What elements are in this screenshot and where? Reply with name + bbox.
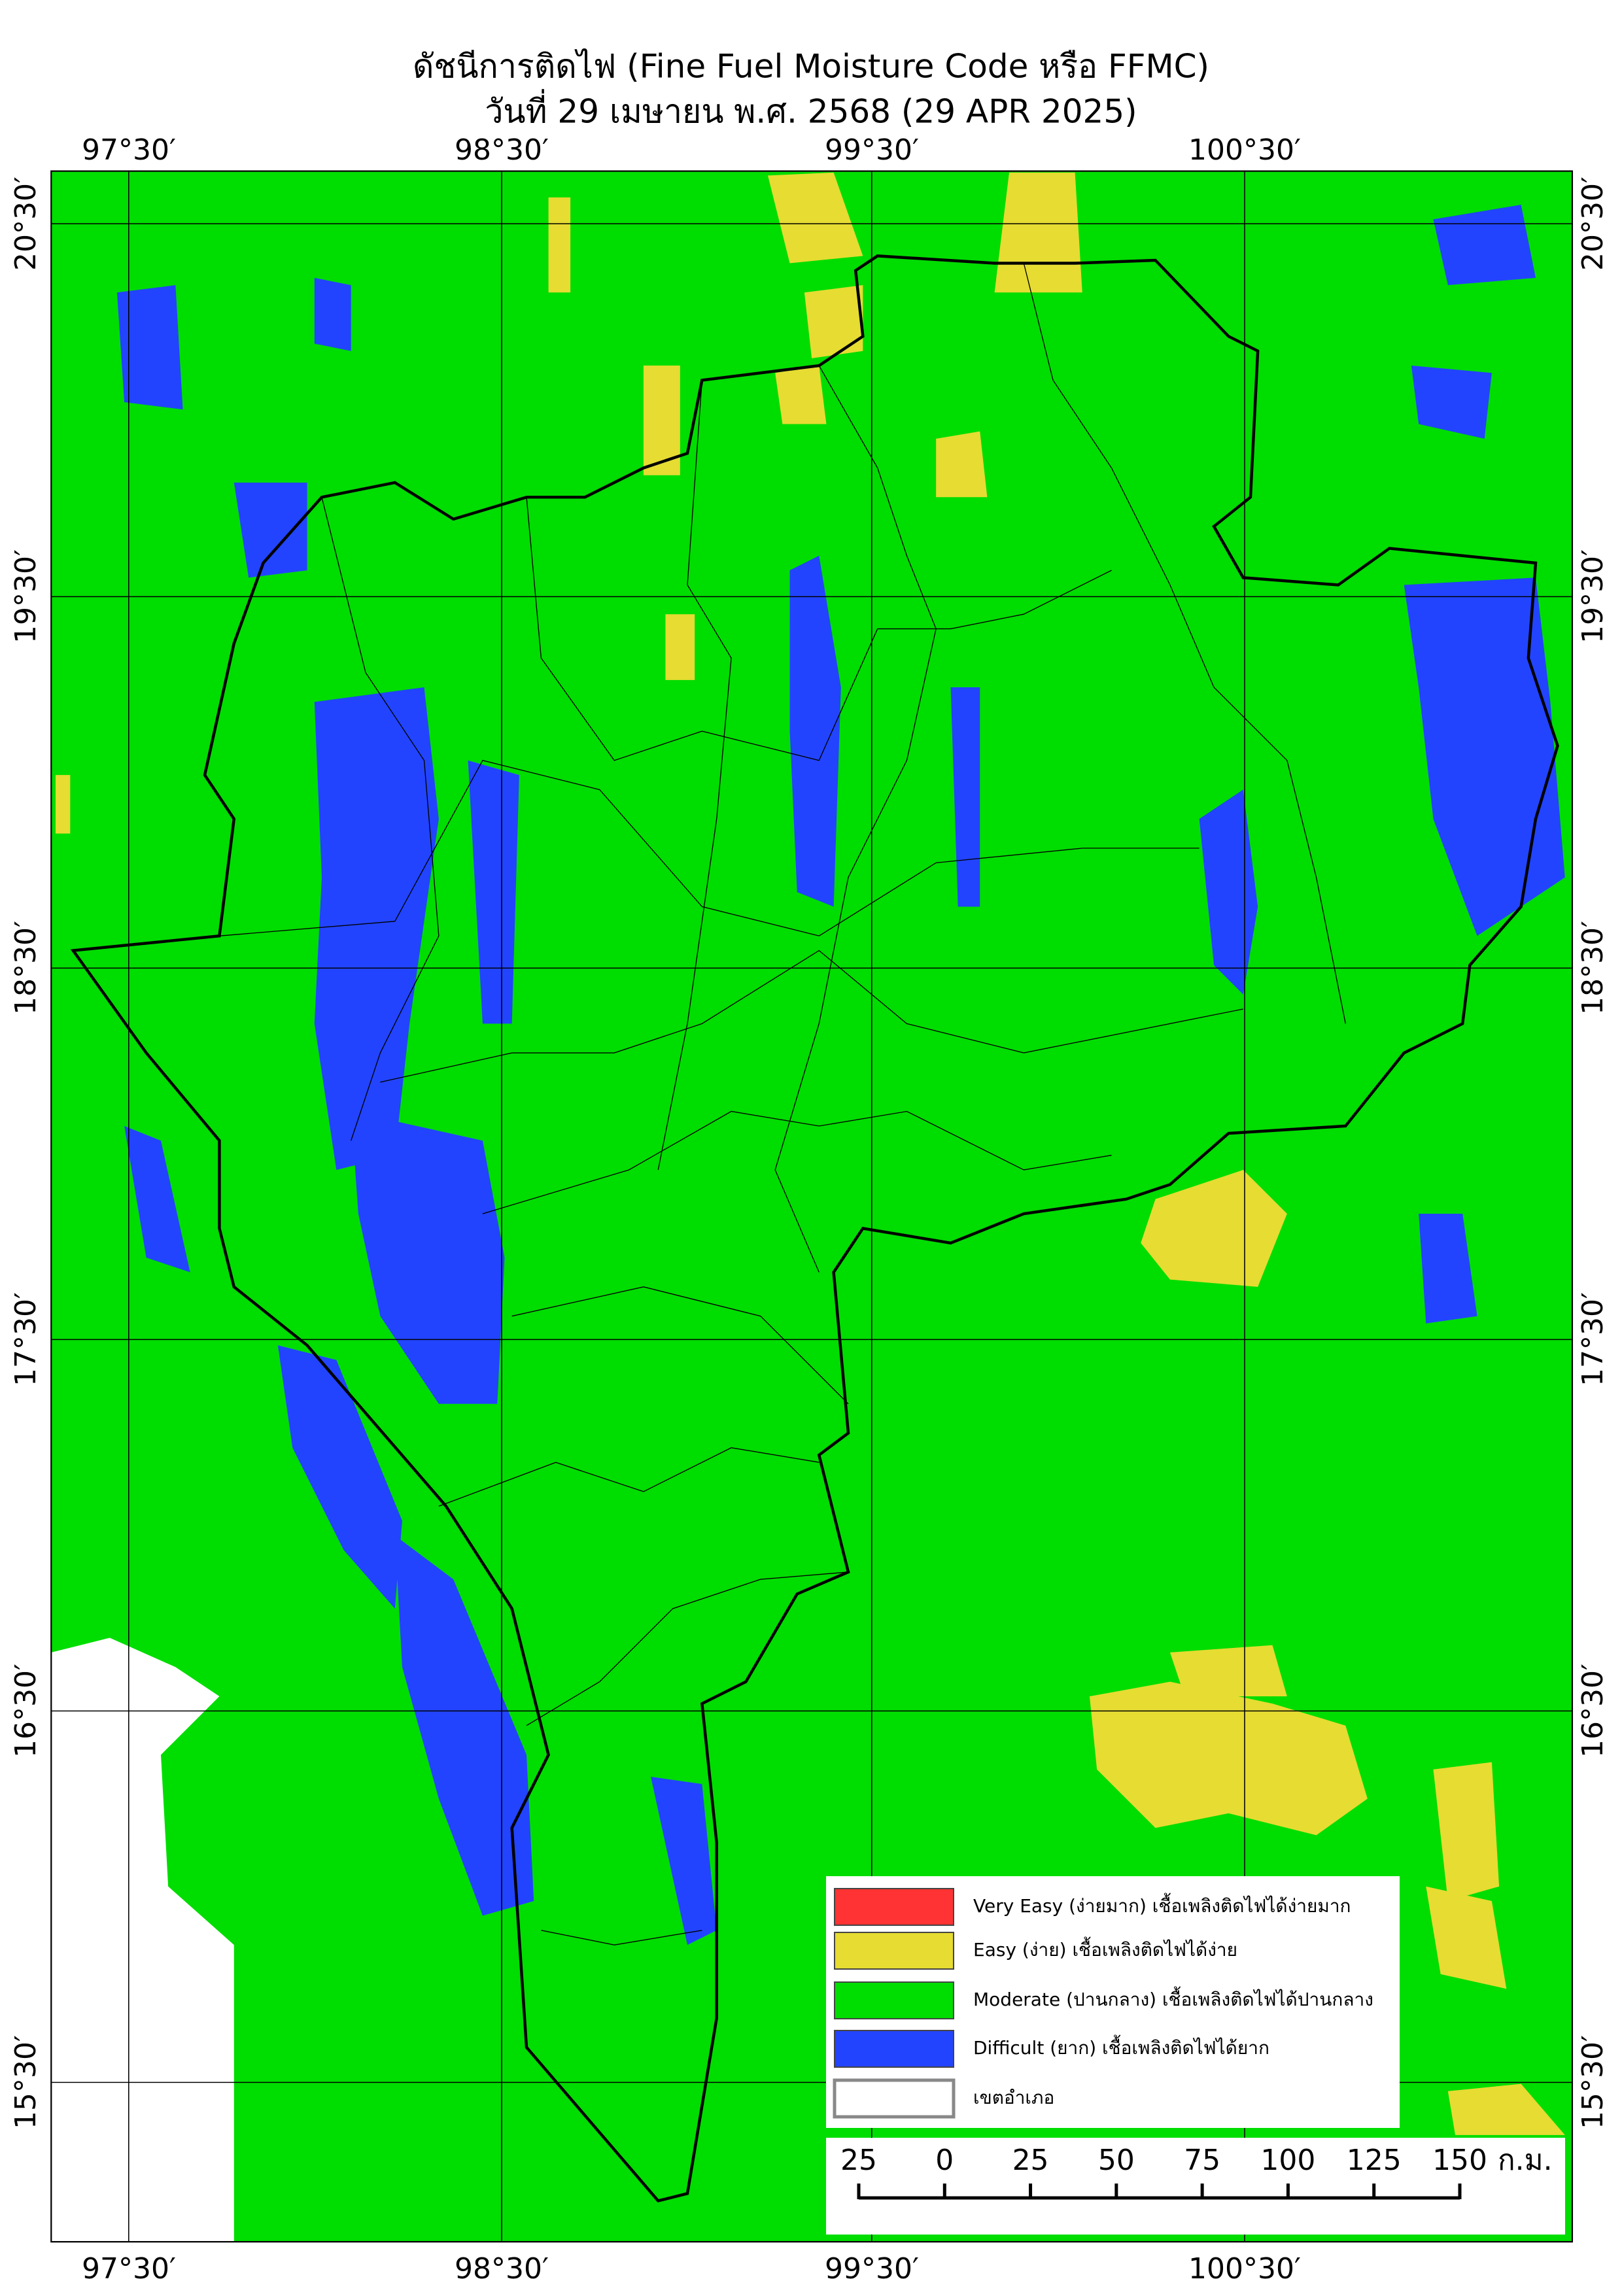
province-boundary — [70, 254, 1559, 2202]
map-frame — [50, 170, 1574, 2243]
legend-label: Very Easy (ง่ายมาก) เชื้อเพลิงติดไฟได้ง่… — [973, 1893, 1351, 1917]
lon-label-bottom: 97°30′ — [82, 2252, 176, 2286]
scale-box — [826, 2138, 1565, 2235]
lat-label-left: 18°30′ — [9, 921, 43, 1015]
lon-label-bottom: 100°30′ — [1188, 2252, 1301, 2286]
lat-label-left: 16°30′ — [9, 1664, 43, 1758]
lat-label-left: 15°30′ — [9, 2035, 43, 2129]
legend-swatch — [834, 1888, 954, 1926]
lon-label-bottom: 99°30′ — [825, 2252, 919, 2286]
legend-swatch — [834, 1932, 954, 1970]
district-boundaries — [219, 263, 1346, 1945]
legend-swatch — [833, 2078, 956, 2119]
legend-label: เขตอำเภอ — [973, 2087, 1054, 2108]
lat-label-left: 19°30′ — [9, 549, 43, 643]
lat-label-right: 15°30′ — [1576, 2035, 1610, 2129]
map — [50, 170, 1574, 2243]
scale-unit: ก.ม. — [1498, 2144, 1553, 2177]
legend: Very Easy (ง่ายมาก) เชื้อเพลิงติดไฟได้ง่… — [826, 1876, 1400, 2128]
scale-label: 25 — [1012, 2144, 1049, 2177]
lat-label-right: 16°30′ — [1576, 1664, 1610, 1758]
legend-swatch — [834, 2030, 954, 2068]
legend-label: Difficult (ยาก) เชื้อเพลิงติดไฟได้ยาก — [973, 2034, 1269, 2059]
lon-label-top: 97°30′ — [82, 133, 176, 167]
lon-label-bottom: 98°30′ — [455, 2252, 549, 2286]
scale-bar: 25 0 25 50 75 100 125 150 ก.ม. — [826, 2138, 1565, 2235]
legend-label: Moderate (ปานกลาง) เชื้อเพลิงติดไฟได้ปาน… — [973, 1986, 1373, 2010]
scale-label: 0 — [935, 2144, 954, 2177]
scale-label: 25 — [840, 2144, 877, 2177]
subtitle: วันที่ 29 เมษายน พ.ศ. 2568 (29 APR 2025) — [485, 90, 1137, 131]
lat-label-right: 20°30′ — [1576, 177, 1610, 271]
title: ดัชนีการติดไฟ (Fine Fuel Moisture Code ห… — [413, 48, 1209, 86]
lon-label-top: 100°30′ — [1188, 133, 1301, 167]
difficult-areas — [116, 205, 1565, 1945]
lat-label-right: 18°30′ — [1576, 921, 1610, 1015]
sea — [51, 1637, 234, 2242]
lon-label-top: 99°30′ — [825, 133, 919, 167]
legend-swatch — [834, 1981, 954, 2019]
scale-label: 150 — [1432, 2144, 1487, 2177]
scale-label: 100 — [1260, 2144, 1315, 2177]
scale-label: 75 — [1184, 2144, 1220, 2177]
lat-label-left: 17°30′ — [9, 1292, 43, 1386]
lat-label-right: 19°30′ — [1576, 549, 1610, 643]
lon-label-top: 98°30′ — [455, 133, 549, 167]
legend-label: Easy (ง่าย) เชื้อเพลิงติดไฟได้ง่าย — [973, 1936, 1237, 1961]
scale-label: 50 — [1098, 2144, 1135, 2177]
lat-label-right: 17°30′ — [1576, 1292, 1610, 1386]
scale-label: 125 — [1347, 2144, 1402, 2177]
lat-label-left: 20°30′ — [9, 177, 43, 271]
